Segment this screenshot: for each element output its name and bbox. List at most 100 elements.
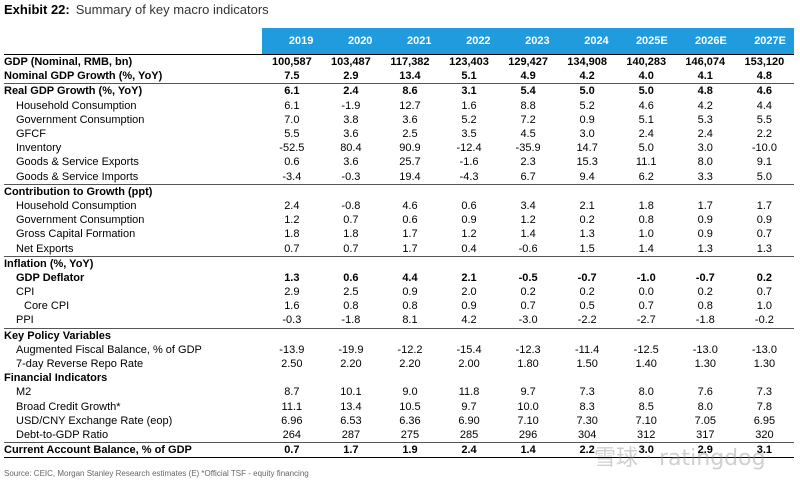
row-label: Nominal GDP Growth (%, YoY) xyxy=(4,70,163,83)
value-cell: -0.3 xyxy=(282,314,302,327)
value-cell: -0.7 xyxy=(695,271,715,284)
value-cell: 5.3 xyxy=(697,113,713,126)
value-cell: -2.2 xyxy=(577,314,597,327)
table-row: Inventory -52.5 80.4 90.9 -12.4 -35.9 14.7 5.0 3… xyxy=(4,141,794,155)
value-cell: 2.9 xyxy=(675,442,735,459)
table-body: GDP (Nominal, RMB, bn) 100,587 103,487 117,… xyxy=(4,54,794,459)
value-cell: 0.2 xyxy=(579,214,595,227)
value-cell xyxy=(499,371,558,385)
value-cell: 1.40 xyxy=(635,358,657,371)
row-label: Net Exports xyxy=(16,242,74,255)
header-year: 2021 xyxy=(380,28,440,55)
value-cell: 0.6 xyxy=(284,156,300,169)
value-cell: 0.7 xyxy=(638,300,654,313)
value-cell: 13.4 xyxy=(340,400,362,413)
macro-indicators-table: 2019 2020 2021 2022 2023 2024 2025E 2026… xyxy=(4,28,794,459)
value-cell: -12.5 xyxy=(633,343,659,356)
value-cell: 129,427 xyxy=(498,54,558,70)
value-cell: 0.7 xyxy=(520,300,536,313)
value-cell: 2.20 xyxy=(399,358,421,371)
value-cell: 7.30 xyxy=(576,414,598,427)
header-year: 2027E xyxy=(734,28,794,55)
value-cell xyxy=(439,183,499,199)
value-cell: -13.9 xyxy=(279,343,305,356)
value-cell: 3.6 xyxy=(343,128,359,141)
value-cell: 146,074 xyxy=(675,54,735,70)
value-cell: 9.4 xyxy=(579,170,595,183)
exhibit-label: Exhibit 22: xyxy=(4,2,70,17)
value-cell: 3.4 xyxy=(520,199,536,212)
row-label: Real GDP Growth (%, YoY) xyxy=(4,83,263,99)
value-cell: -0.3 xyxy=(341,170,361,183)
value-cell: -0.8 xyxy=(341,199,361,212)
value-cell: 2.2 xyxy=(756,128,773,141)
value-cell: 6.7 xyxy=(520,170,536,183)
value-cell: 0.8 xyxy=(343,300,359,313)
value-cell: 264 xyxy=(282,428,302,441)
table-row: Gross Capital Formation 1.8 1.8 1.7 1.2 1.4 1.… xyxy=(4,227,794,241)
value-cell: -13.0 xyxy=(751,343,777,356)
value-cell: 5.4 xyxy=(498,83,558,99)
value-cell: 0.6 xyxy=(402,214,418,227)
value-cell: 5.0 xyxy=(616,83,676,99)
table-row: Broad Credit Growth* 11.1 13.4 10.5 9.7 10.0 8… xyxy=(4,400,794,414)
value-cell: -11.4 xyxy=(575,343,600,356)
value-cell: 1.4 xyxy=(498,442,558,459)
table-row: USD/CNY Exchange Rate (eop) 6.96 6.53 6.36 6… xyxy=(4,414,794,428)
header-year: 2023 xyxy=(498,28,558,55)
table-row: Net Exports 0.7 0.7 1.7 0.4 -0.6 1.5 1.4 1.3 1.3 xyxy=(4,241,794,256)
value-cell: 6.95 xyxy=(753,414,776,427)
value-cell xyxy=(498,327,558,343)
value-cell xyxy=(734,327,794,343)
value-cell: 0.6 xyxy=(343,271,359,284)
value-cell: 0.7 xyxy=(262,442,322,459)
header-year: 2025E xyxy=(616,28,676,55)
value-cell: 4.9 xyxy=(520,70,536,83)
value-cell: 8.0 xyxy=(697,400,713,413)
table-row: Household Consumption 2.4 -0.8 4.6 0.6 3.4 2.1… xyxy=(4,199,794,213)
value-cell: 4.1 xyxy=(697,70,713,83)
value-cell: 0.6 xyxy=(461,199,477,212)
value-cell: 8.3 xyxy=(579,400,595,413)
value-cell: -13.0 xyxy=(692,343,718,356)
value-cell xyxy=(380,255,440,271)
value-cell: 14.7 xyxy=(576,142,598,155)
row-label: Contribution to Growth (ppt) xyxy=(4,183,263,199)
value-cell xyxy=(675,255,735,271)
value-cell xyxy=(734,183,794,199)
value-cell: 6.2 xyxy=(638,170,654,183)
value-cell: -1.0 xyxy=(636,271,656,284)
value-cell: 5.1 xyxy=(638,113,654,126)
value-cell: 6.1 xyxy=(262,83,322,99)
row-label: GFCF xyxy=(16,128,46,141)
value-cell: 7.10 xyxy=(635,414,657,427)
value-cell: 0.7 xyxy=(284,242,300,255)
value-cell: -1.9 xyxy=(341,99,361,112)
value-cell: 3.0 xyxy=(616,442,676,459)
value-cell: -3.0 xyxy=(518,314,538,327)
value-cell: 6.36 xyxy=(399,414,421,427)
value-cell: -1.8 xyxy=(695,314,715,327)
value-cell: 4.4 xyxy=(756,99,773,112)
value-cell: -12.3 xyxy=(515,343,541,356)
value-cell: -2.7 xyxy=(636,314,656,327)
table-row: GFCF 5.5 3.6 2.5 3.5 4.5 3.0 2.4 2.4 2.2 xyxy=(4,127,794,141)
value-cell: 2.50 xyxy=(281,358,303,371)
value-cell: 10.1 xyxy=(340,386,362,399)
row-label: Inventory xyxy=(16,142,62,155)
value-cell xyxy=(617,371,676,385)
value-cell xyxy=(321,183,381,199)
value-cell: 10.5 xyxy=(399,400,421,413)
row-label: Goods & Service Imports xyxy=(16,170,139,183)
value-cell: -12.4 xyxy=(456,142,482,155)
value-cell: 2.20 xyxy=(340,358,362,371)
value-cell xyxy=(498,183,558,199)
value-cell: 304 xyxy=(577,428,597,441)
value-cell: 4.4 xyxy=(402,271,418,284)
value-cell: -12.2 xyxy=(397,343,423,356)
table-row: Household Consumption 6.1 -1.9 12.7 1.6 8.8 5.… xyxy=(4,99,794,113)
row-label: USD/CNY Exchange Rate (eop) xyxy=(16,414,173,427)
row-label: Government Consumption xyxy=(16,214,145,227)
row-label: Inflation (%, YoY) xyxy=(4,255,263,271)
value-cell: 1.0 xyxy=(638,228,654,241)
